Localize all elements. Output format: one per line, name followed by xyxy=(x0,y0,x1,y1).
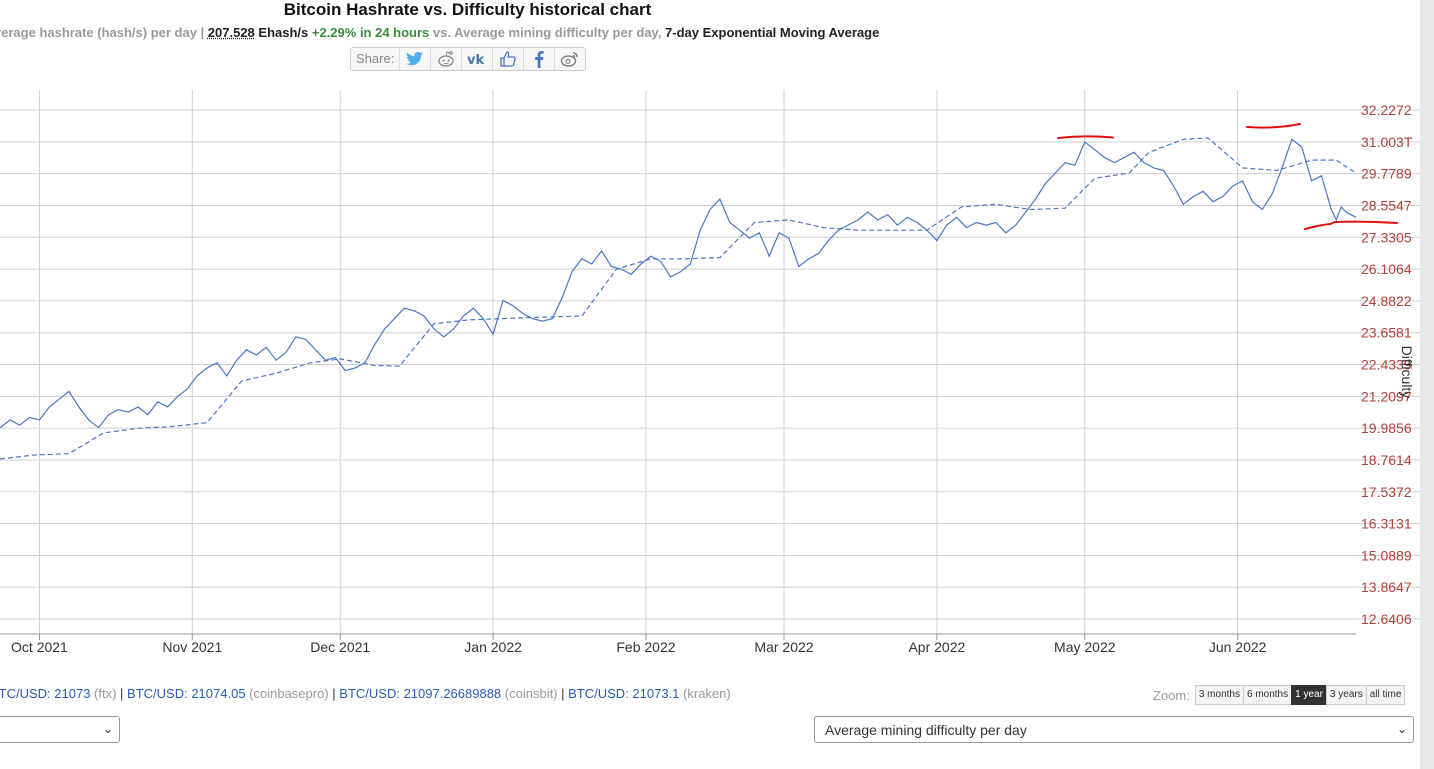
x-tick-label: Jan 2022 xyxy=(464,639,522,655)
hashrate-unit: Ehash/s xyxy=(254,25,312,40)
y-tick-label: 19.9856 xyxy=(1361,420,1412,436)
price-ticker: BTC/USD: 21073 (ftx) | BTC/USD: 21074.05… xyxy=(0,686,741,701)
y-tick-label: 22.4339 xyxy=(1361,357,1412,373)
price-pair-link[interactable]: BTC/USD: 21074.05 xyxy=(127,686,246,701)
x-tick-label: Nov 2021 xyxy=(162,639,222,655)
subtitle-difficulty-label: vs. Average mining difficulty per day, xyxy=(429,25,666,40)
reddit-icon[interactable] xyxy=(431,48,463,70)
y-tick-label: 27.3305 xyxy=(1361,229,1412,245)
price-exchange: (ftx) xyxy=(90,686,117,701)
zoom-all-time-button[interactable]: all time xyxy=(1365,685,1406,705)
price-pair-link[interactable]: BTC/USD: 21073.1 xyxy=(568,686,680,701)
x-tick-label: Dec 2021 xyxy=(310,639,370,655)
weibo-icon[interactable] xyxy=(555,48,585,70)
y-tick-label: 24.8822 xyxy=(1361,293,1412,309)
hashrate-difficulty-chart: 32.2272 31.003T 29.7789 28.5547 27.3305 26.10… xyxy=(0,90,1420,655)
subtitle-hashrate-label: Average hashrate (hash/s) per day | xyxy=(0,25,208,40)
y-tick-label: 32.2272 xyxy=(1361,102,1412,118)
price-exchange: (coinbasepro) xyxy=(245,686,329,701)
zoom-6-months-button[interactable]: 6 months xyxy=(1242,685,1293,705)
y-tick-label: 12.6406 xyxy=(1361,611,1412,627)
y-axis-title: Difficulty xyxy=(1399,346,1415,399)
price-pair-link[interactable]: BTC/USD: 21097.26689888 xyxy=(339,686,502,701)
zoom-3-months-button[interactable]: 3 months xyxy=(1194,685,1244,705)
y-tick-label: 31.003T xyxy=(1361,134,1413,150)
x-tick-label: Oct 2021 xyxy=(11,639,68,655)
y-tick-label: 17.5372 xyxy=(1361,484,1412,500)
hashrate-value: 207.528 xyxy=(207,25,255,40)
share-label: Share: xyxy=(351,48,401,70)
left-series-select[interactable]: ⌄ xyxy=(0,716,120,743)
red-annotation-mark xyxy=(1304,220,1398,230)
y-tick-label: 23.6581 xyxy=(1361,325,1412,341)
price-separator: | xyxy=(557,686,569,701)
x-tick-label: May 2022 xyxy=(1054,639,1116,655)
zoom-label: Zoom: xyxy=(1153,687,1190,703)
x-tick-label: Feb 2022 xyxy=(616,639,675,655)
price-pair-link[interactable]: BTC/USD: 21073 xyxy=(0,686,91,701)
like-icon[interactable] xyxy=(493,48,525,70)
x-tick-label: Mar 2022 xyxy=(754,639,813,655)
price-exchange: (kraken) xyxy=(679,686,731,701)
chevron-down-icon: ⌄ xyxy=(102,722,113,736)
svg-text:vk: vk xyxy=(467,53,484,66)
page-scrollbar[interactable] xyxy=(1420,0,1434,769)
right-series-select[interactable]: Average mining difficulty per day ⌄ xyxy=(814,716,1414,743)
chevron-down-icon: ⌄ xyxy=(1396,722,1407,736)
chart-title: Bitcoin Hashrate vs. Difficulty historic… xyxy=(283,0,652,19)
facebook-icon[interactable] xyxy=(524,48,556,70)
hashrate-series-line xyxy=(0,138,1357,429)
hashrate-change: +2.29% in 24 hours xyxy=(311,25,430,40)
price-separator: | xyxy=(116,686,128,701)
zoom-3-years-button[interactable]: 3 years xyxy=(1325,685,1367,705)
chart-subtitle: Average hashrate (hash/s) per day | 207.… xyxy=(0,25,894,40)
y-tick-label: 28.5547 xyxy=(1361,197,1412,213)
price-exchange: (coinsbit) xyxy=(501,686,558,701)
subtitle-ema-label: 7-day Exponential Moving Average xyxy=(665,25,880,40)
zoom-controls: Zoom: 3 months 6 months 1 year 3 years a… xyxy=(1153,685,1406,705)
red-annotation-mark xyxy=(1057,135,1114,139)
twitter-icon[interactable] xyxy=(400,48,432,70)
y-tick-label: 16.3131 xyxy=(1361,516,1412,532)
price-separator: | xyxy=(328,686,340,701)
y-tick-label: 15.0889 xyxy=(1361,547,1412,563)
y-tick-label: 29.7789 xyxy=(1361,166,1412,182)
x-tick-label: Apr 2022 xyxy=(908,639,965,655)
y-tick-label: 18.7614 xyxy=(1361,452,1412,468)
red-annotation-mark xyxy=(1246,123,1301,129)
share-bar: Share: vk xyxy=(350,47,587,71)
right-select-value: Average mining difficulty per day xyxy=(825,722,1027,738)
ema-series-line xyxy=(0,137,1357,460)
vk-icon[interactable]: vk xyxy=(462,48,494,70)
x-tick-label: Jun 2022 xyxy=(1209,639,1267,655)
y-tick-label: 13.8647 xyxy=(1361,579,1412,595)
y-tick-label: 26.1064 xyxy=(1361,261,1412,277)
y-tick-label: 21.2097 xyxy=(1361,388,1412,404)
zoom-1-year-button[interactable]: 1 year xyxy=(1291,685,1327,705)
